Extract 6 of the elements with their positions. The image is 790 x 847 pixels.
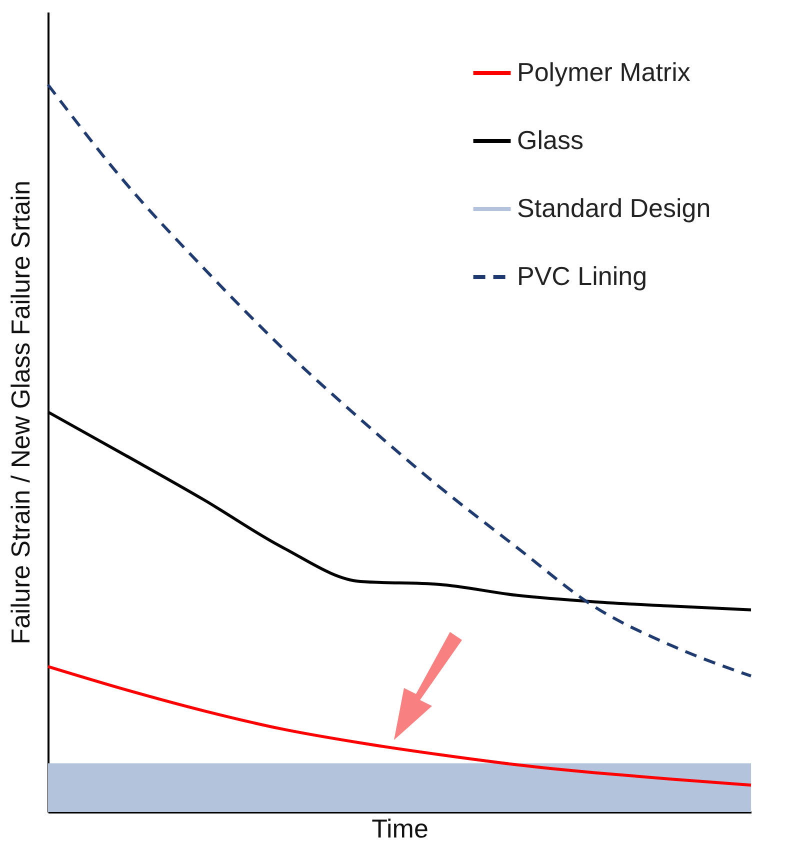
x-axis-title: Time (372, 814, 428, 844)
legend-label: Standard Design (517, 193, 711, 223)
legend-label: PVC Lining (517, 261, 648, 291)
legend-label: Glass (517, 125, 584, 155)
legend-label: Polymer Matrix (517, 57, 690, 87)
y-axis-title: Failure Strain / New Glass Failure Srtain (6, 180, 36, 644)
